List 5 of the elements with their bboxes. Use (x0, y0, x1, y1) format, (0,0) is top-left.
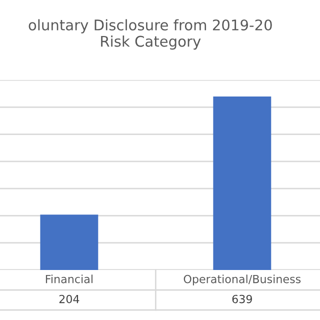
chart-title: oluntary Disclosure from 2019-20 Risk Category (28, 19, 272, 50)
data-label: 639 (232, 294, 252, 304)
x-tick-label: Operational/Business (184, 274, 301, 286)
x-tick-label: Financial (46, 274, 92, 284)
data-label: 204 (59, 294, 80, 304)
